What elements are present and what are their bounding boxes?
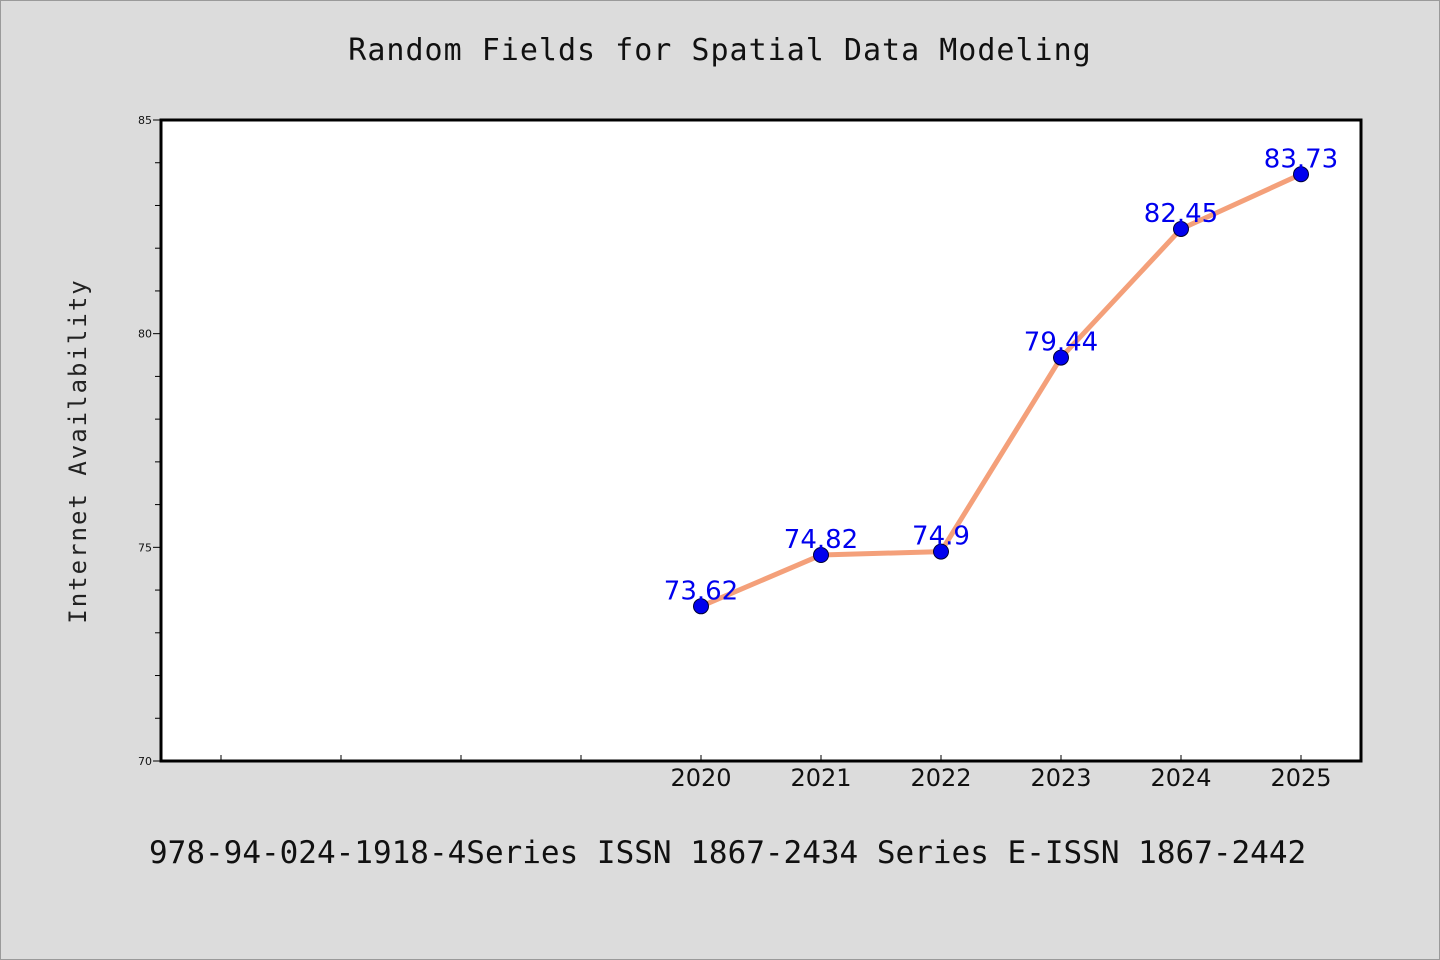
y-tick-label: 85 — [138, 114, 152, 127]
data-point-label: 74.82 — [784, 525, 858, 555]
data-point-marker — [813, 547, 829, 564]
data-point-label: 82.45 — [1144, 199, 1218, 229]
x-tick-label: 2021 — [790, 764, 851, 792]
data-point-label: 79.44 — [1024, 328, 1098, 358]
series-layer — [693, 166, 1309, 615]
chart-title: Random Fields for Spatial Data Modeling — [348, 33, 1092, 68]
data-labels: 73.62 74.82 74.9 79.44 82.45 83.73 — [664, 144, 1338, 606]
data-point-marker — [1173, 220, 1189, 237]
y-axis-ticks: 70 75 80 85 — [138, 114, 161, 768]
y-axis-label: Internet Availability — [64, 278, 92, 623]
y-tick-label: 80 — [138, 328, 152, 341]
y-tick-label: 70 — [138, 755, 152, 768]
plot-frame — [159, 118, 1363, 763]
plot-area — [161, 120, 1361, 761]
data-point-marker — [1053, 349, 1069, 366]
x-tick-label: 2025 — [1270, 764, 1331, 792]
data-point-label: 73.62 — [664, 576, 738, 606]
x-tick-label: 2023 — [1030, 764, 1091, 792]
x-tick-label: 2020 — [670, 764, 731, 792]
data-point-marker — [1293, 166, 1309, 183]
data-point-label: 74.9 — [912, 522, 970, 552]
series-line — [698, 171, 1304, 609]
x-tick-label: 2022 — [910, 764, 971, 792]
data-point-label: 83.73 — [1264, 144, 1338, 174]
y-tick-label: 75 — [138, 541, 152, 554]
data-point-marker — [693, 598, 709, 615]
footer-text: 978-94-024-1918-4Series ISSN 1867-2434 S… — [149, 835, 1307, 871]
x-tick-label: 2024 — [1150, 764, 1211, 792]
x-axis-ticks: 2020 2021 2022 2023 2024 2025 — [220, 755, 1332, 792]
data-point-marker — [933, 543, 949, 560]
